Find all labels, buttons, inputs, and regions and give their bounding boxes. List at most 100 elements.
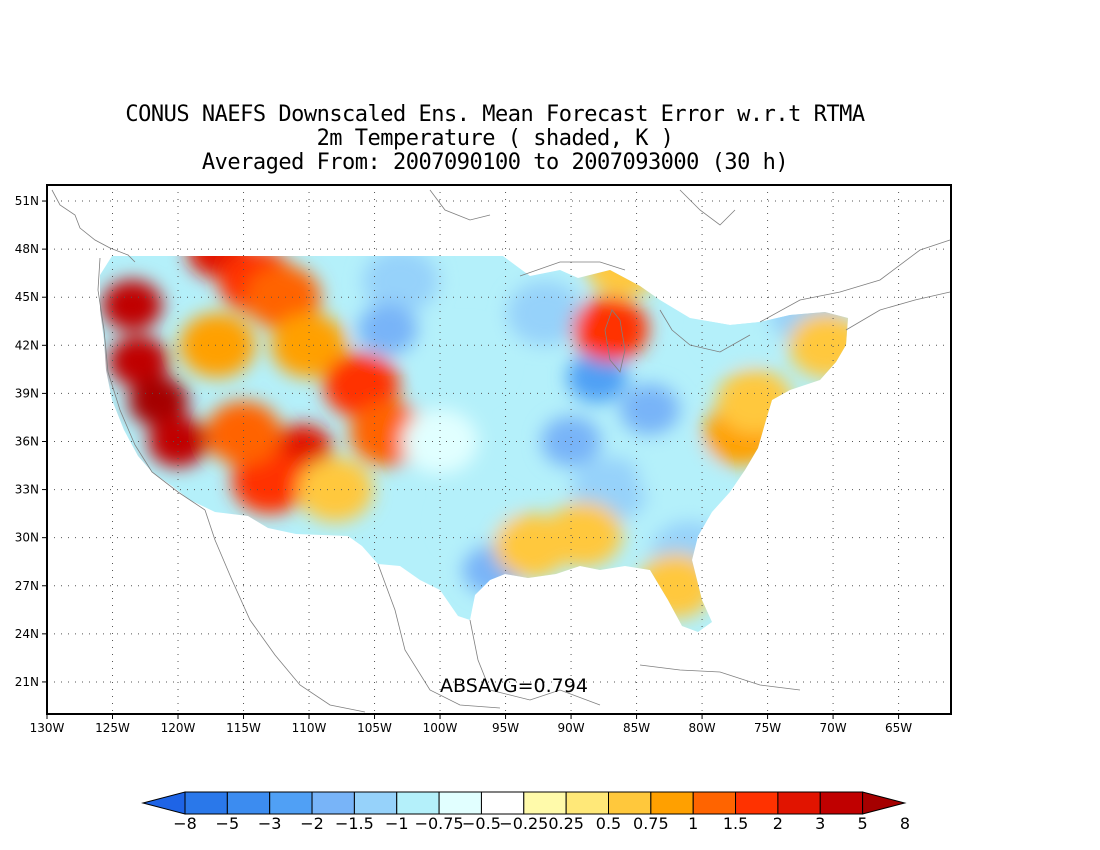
colorbar-label: −0.25 [499,814,548,833]
colorbar-swatch [777,791,821,815]
colorbar-swatch [480,791,525,815]
coast-bc [51,189,136,263]
colorbar-label: 0.25 [548,814,584,833]
lon-tick-label: 110W [292,721,327,735]
lat-tick-label: 36N [15,434,39,448]
field-region [108,335,169,387]
title-line-1: CONUS NAEFS Downscaled Ens. Mean Forecas… [125,102,865,127]
lon-tick-label: 95W [492,721,519,735]
lat-tick-label: 45N [15,290,39,304]
lat-tick-label: 27N [15,579,39,593]
absavg-label: ABSAVG=0.794 [440,675,588,697]
field-region [572,296,649,362]
field-region [362,256,439,314]
lat-tick-label: 48N [15,242,39,256]
lon-tick-label: 65W [885,721,912,735]
colorbar-label: 1.5 [723,814,748,833]
field-region [357,303,418,355]
lat-tick-label: 51N [15,194,39,208]
colorbar-label: 0.5 [596,814,621,833]
lon-tick-label: 115W [226,721,261,735]
field-region [148,415,209,467]
field-region [637,441,714,506]
coast-james [679,189,736,226]
colorbar-label: 0.75 [633,814,669,833]
colorbar-arrow-left [141,791,186,815]
colorbar-label: −1.5 [335,814,374,833]
title-line-3: Averaged From: 2007090100 to 2007093000 … [201,150,789,175]
lon-tick-label: 90W [557,721,584,735]
field-region [506,280,583,346]
field-region [271,313,348,378]
colorbar-label: −8 [173,814,197,833]
field-region [102,279,163,331]
field-region [402,409,479,474]
field-region [493,513,570,578]
coast-michigan [604,309,626,373]
colorbar-label: 2 [773,814,783,833]
colorbar-label: 8 [900,814,910,833]
field-region [231,449,308,514]
lon-tick-label: 130W [30,721,65,735]
colorbar-swatch [184,791,228,815]
colorbar-swatch [311,791,355,815]
field-region [323,353,400,418]
field-region [297,457,374,522]
coast-baja [204,509,366,713]
map-frame [46,184,952,715]
field-region [619,383,680,435]
lon-tick-label: 120W [161,721,196,735]
colorbar-swatch [353,791,398,815]
colorbar-swatch [650,791,694,815]
lat-tick-label: 24N [15,627,39,641]
colorbar-swatch [438,791,482,815]
colorbar: −8 −5 −3 −2 −1.5 −1 −0.75−0.5−0.25 0.25 0.5 0.75 1… [141,791,910,833]
field-region [179,313,256,378]
lon-tick-label: 100W [423,721,458,735]
field-region [428,329,505,394]
lat-tick-label: 21N [15,675,39,689]
lon-tick-label: 75W [754,721,781,735]
coast-cuba [639,664,801,691]
lon-tick-label: 70W [820,721,847,735]
coastlines [51,189,951,713]
lat-tick-label: 42N [15,338,39,352]
colorbar-swatch [565,791,610,815]
colorbar-arrow-right [862,791,907,815]
field-region [567,351,628,403]
colorbar-label: −3 [258,814,282,833]
field-region [128,375,189,427]
colorbar-label: −5 [216,814,240,833]
lon-tick-label: 80W [689,721,716,735]
colorbar-swatch [269,791,313,815]
colorbar-swatch [819,791,864,815]
lon-tick-label: 85W [623,721,650,735]
colorbar-swatch [396,791,440,815]
colorbar-label: −0.5 [462,814,501,833]
lon-tick-label: 125W [95,721,130,735]
coast-maritimes [845,291,951,331]
colorbar-label: 5 [858,814,868,833]
lon-axis: 130W 125W 120W 115W 110W 105W 100W 95W 90W 85W 80W… [30,714,912,735]
colorbar-swatch [226,791,271,815]
lat-tick-label: 33N [15,483,39,497]
coast-mexico [377,563,501,709]
field-region [244,264,321,330]
colorbar-swatch [608,791,652,815]
coast-hudson [429,189,491,221]
colorbar-label: −2 [300,814,324,833]
coast-erie [659,309,751,353]
field-region [205,401,282,466]
coast-superior [519,261,626,277]
colorbar-swatch [735,791,779,815]
coast-gulf-mx [469,619,601,706]
lat-tick-label: 39N [15,386,39,400]
title-line-2: 2m Temperature ( shaded, K ) [316,126,674,151]
colorbar-label: −1 [385,814,409,833]
lon-tick-label: 105W [357,721,392,735]
coast-pacific [97,257,206,511]
colorbar-swatch [523,791,567,815]
field-region [541,415,602,467]
colorbar-label: −0.75 [415,814,464,833]
